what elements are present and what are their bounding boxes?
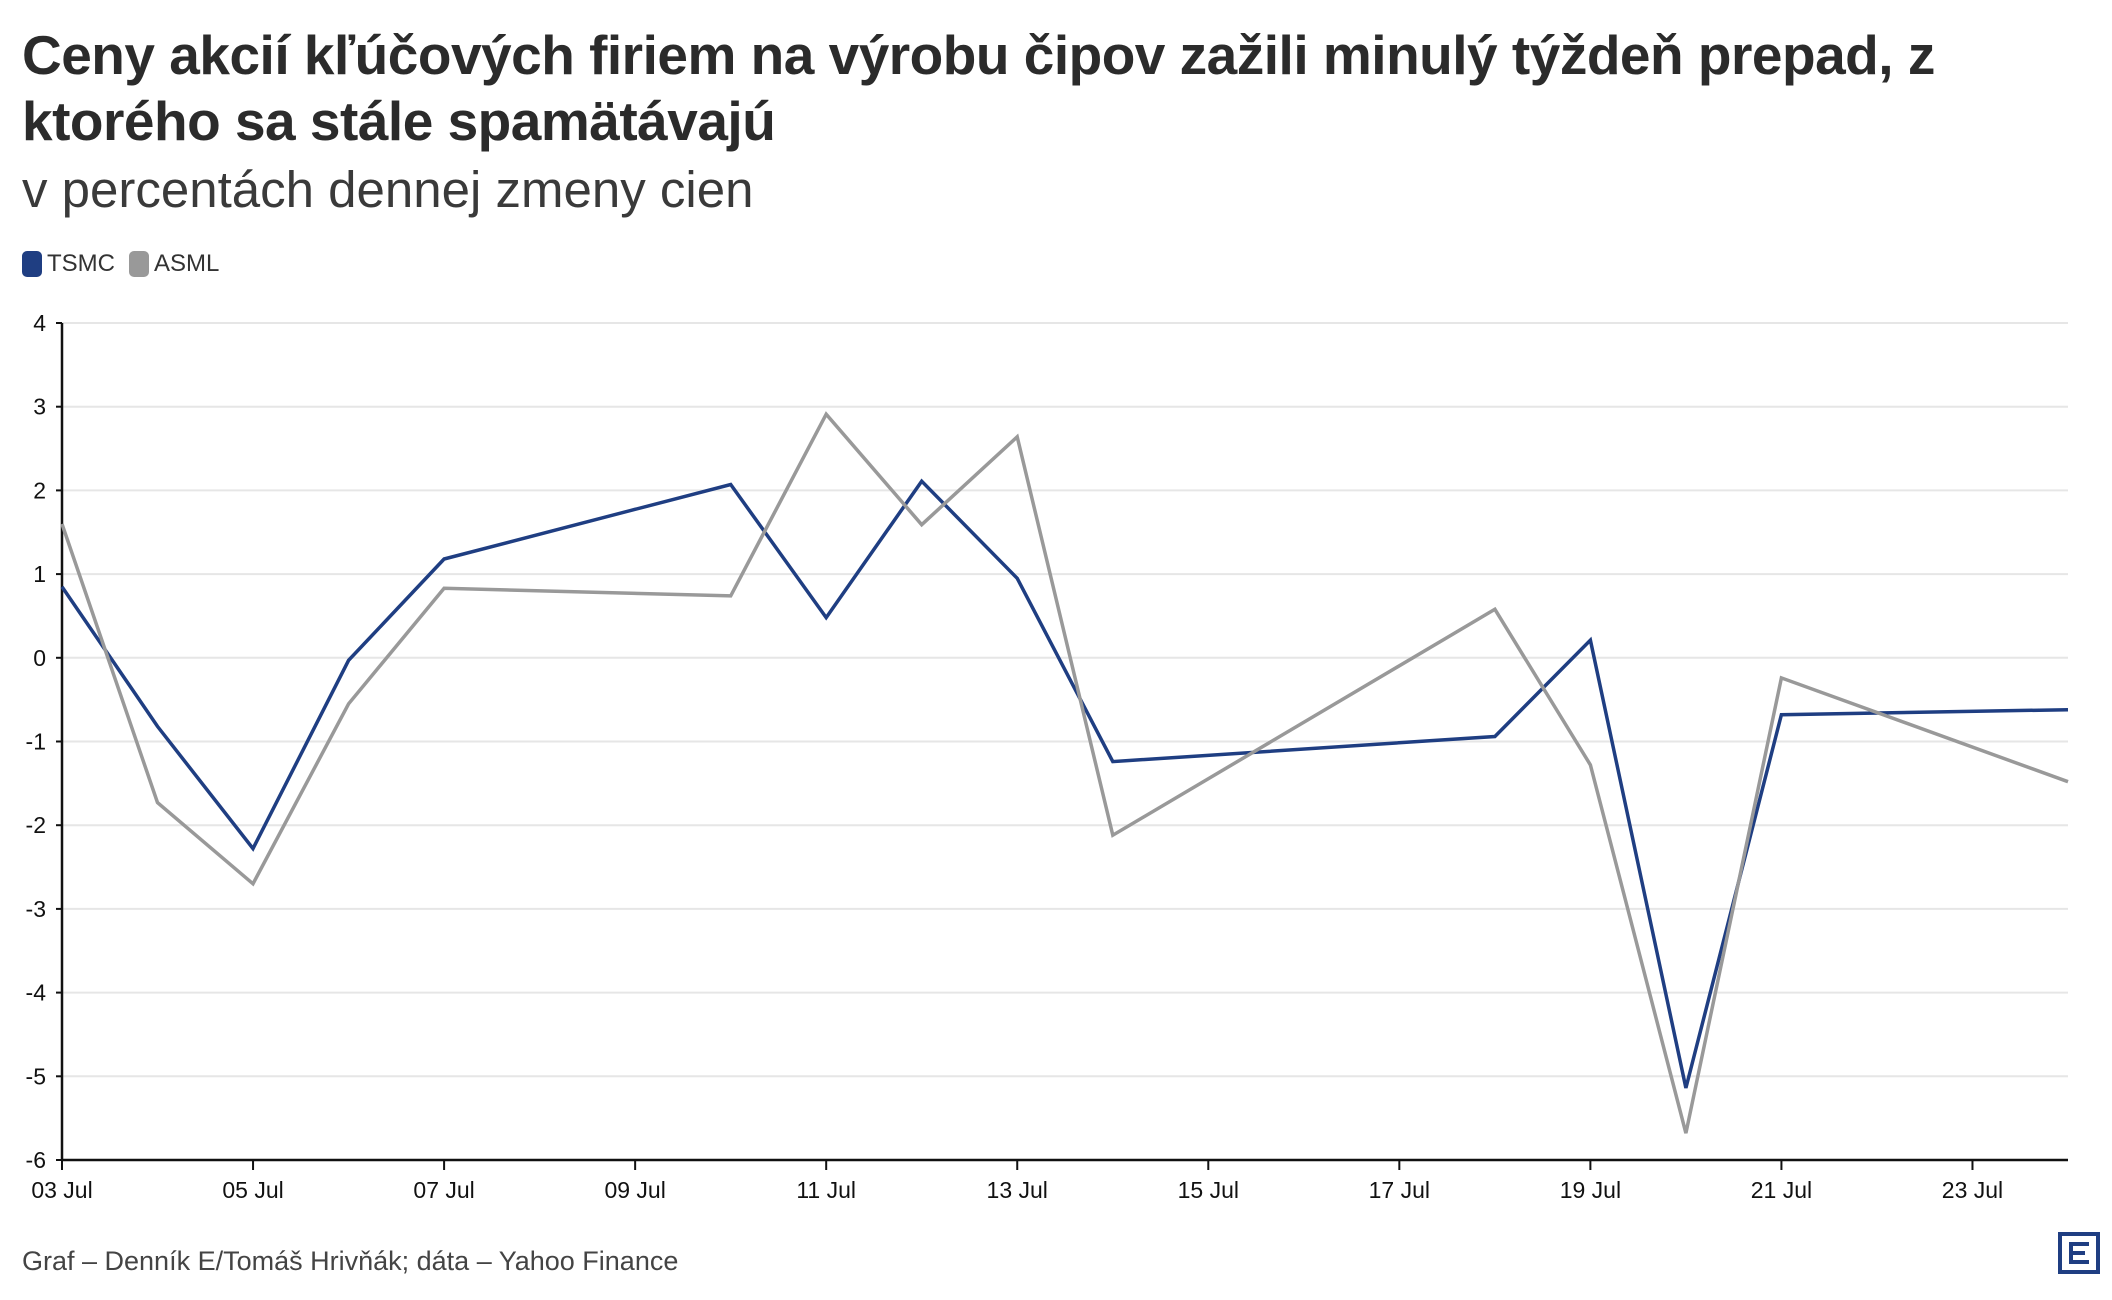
series-line-tsmc <box>60 478 2069 1089</box>
y-tick-label: -3 <box>26 896 46 922</box>
legend-item-asml[interactable]: ASML <box>129 250 219 278</box>
legend-swatch-asml <box>129 251 149 277</box>
gridlines <box>62 322 2068 1078</box>
x-tick-label: 13 Jul <box>987 1177 1048 1203</box>
x-tick-label: 07 Jul <box>413 1177 474 1203</box>
legend-item-tsmc[interactable]: TSMC <box>22 250 115 278</box>
chart-title: Ceny akcií kľúčových firiem na výrobu či… <box>22 24 1935 152</box>
x-tick-label: 03 Jul <box>31 1177 92 1203</box>
series-line-asml <box>60 411 2069 1134</box>
chart-subtitle: v percentách dennej zmeny cien <box>22 161 754 218</box>
legend-swatch-tsmc <box>22 251 42 277</box>
x-tick-label: 11 Jul <box>796 1177 856 1203</box>
x-tick-label: 19 Jul <box>1560 1177 1621 1203</box>
x-tick-label: 09 Jul <box>604 1177 665 1203</box>
y-tick-label: -5 <box>26 1063 46 1089</box>
legend: TSMC ASML <box>22 250 233 278</box>
x-tick-label: 17 Jul <box>1369 1177 1430 1203</box>
x-tick-label: 23 Jul <box>1942 1177 2003 1203</box>
y-tick-label: 2 <box>33 477 46 503</box>
y-tick-label: 0 <box>33 645 46 671</box>
axes: 4 3 2 1 0 -1 -2 -3 -4 -5 -6 03 Jul 05 Jul 07 Jul 09 Ju… <box>26 310 2068 1203</box>
legend-label-tsmc: TSMC <box>47 250 115 277</box>
y-tick-label: -4 <box>26 980 47 1006</box>
y-tick-label: 4 <box>33 310 46 336</box>
legend-label-asml: ASML <box>154 250 220 277</box>
x-tick-label: 15 Jul <box>1178 1177 1239 1203</box>
y-tick-label: 1 <box>33 561 46 587</box>
series-lines <box>60 411 2069 1134</box>
y-tick-label: -2 <box>26 812 46 838</box>
source-credit: Graf – Denník E/Tomáš Hrivňák; dáta – Ya… <box>22 1246 679 1276</box>
x-tick-label: 21 Jul <box>1751 1177 1812 1203</box>
line-chart: 4 3 2 1 0 -1 -2 -3 -4 -5 -6 03 Jul 05 Jul 07 Jul 09 Ju… <box>26 310 2069 1203</box>
y-tick-label: -6 <box>26 1147 46 1173</box>
y-tick-label: -1 <box>26 729 46 755</box>
y-tick-label: 3 <box>33 394 46 420</box>
denník-e-logo-icon[interactable] <box>2058 1232 2100 1274</box>
x-tick-label: 05 Jul <box>222 1177 283 1203</box>
